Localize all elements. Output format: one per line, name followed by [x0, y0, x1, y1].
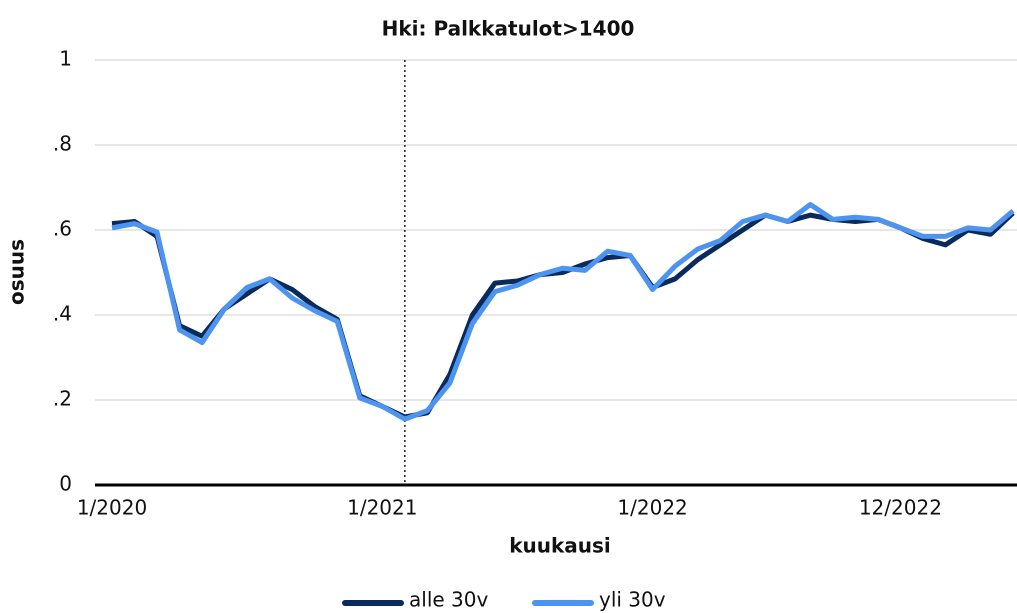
y-tick-label: .2 — [53, 387, 72, 411]
y-tick-label: 1 — [59, 47, 72, 71]
y-tick-label: .8 — [53, 132, 72, 156]
y-tick-label: .6 — [53, 217, 72, 241]
x-tick-label: 1/2020 — [77, 496, 147, 520]
legend-label: yli 30v — [599, 588, 666, 612]
x-tick-label: 12/2022 — [859, 496, 942, 520]
chart-title: Hki: Palkkatulot>1400 — [382, 17, 635, 41]
y-tick-label: 0 — [59, 472, 72, 496]
x-tick-label: 1/2021 — [347, 496, 417, 520]
y-tick-label: .4 — [53, 302, 72, 326]
x-tick-label: 1/2022 — [617, 496, 687, 520]
x-axis-label: kuukausi — [509, 534, 611, 558]
y-axis-label: osuus — [5, 239, 29, 305]
legend-label: alle 30v — [409, 588, 488, 612]
series-line — [111, 202, 1015, 422]
